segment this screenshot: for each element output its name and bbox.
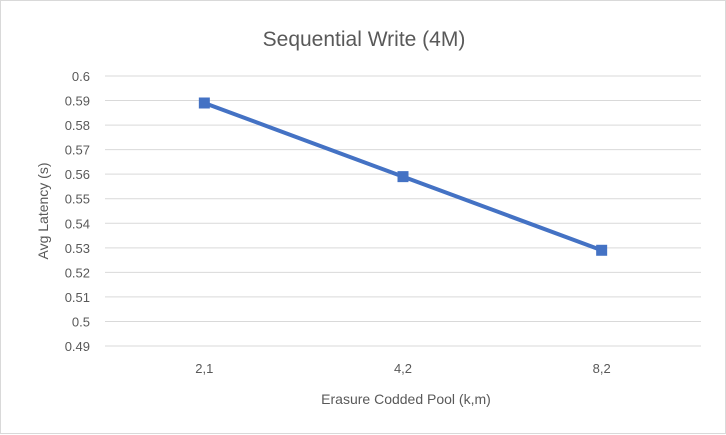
y-tick-label: 0.56: [65, 167, 90, 182]
y-tick-label: 0.53: [65, 241, 90, 256]
x-axis-ticks: 2,1 4,2 8,2: [195, 361, 610, 376]
x-axis-label: Erasure Codded Pool (k,m): [321, 391, 491, 407]
y-tick-label: 0.51: [65, 290, 90, 305]
x-tick-label: 8,2: [593, 361, 611, 376]
y-tick-label: 0.49: [65, 339, 90, 354]
data-point-marker: [596, 244, 608, 256]
gridlines: [105, 75, 701, 347]
y-tick-label: 0.54: [65, 216, 90, 231]
y-tick-label: 0.57: [65, 143, 90, 158]
y-tick-label: 0.59: [65, 94, 90, 109]
x-tick-label: 2,1: [195, 361, 213, 376]
y-tick-label: 0.55: [65, 192, 90, 207]
y-tick-label: 0.5: [72, 314, 90, 329]
data-point-marker: [198, 97, 210, 109]
y-tick-label: 0.52: [65, 265, 90, 280]
x-tick-label: 4,2: [394, 361, 412, 376]
series-group: [198, 97, 608, 256]
y-axis-ticks: 0.6 0.59 0.58 0.57 0.56 0.55 0.54 0.53 0.52 0.51 0…: [65, 69, 90, 354]
y-tick-label: 0.6: [72, 69, 90, 84]
y-tick-label: 0.58: [65, 118, 90, 133]
y-axis-label: Avg Latency (s): [35, 162, 51, 259]
data-point-marker: [397, 171, 409, 183]
chart-title: Sequential Write (4M): [263, 28, 466, 51]
